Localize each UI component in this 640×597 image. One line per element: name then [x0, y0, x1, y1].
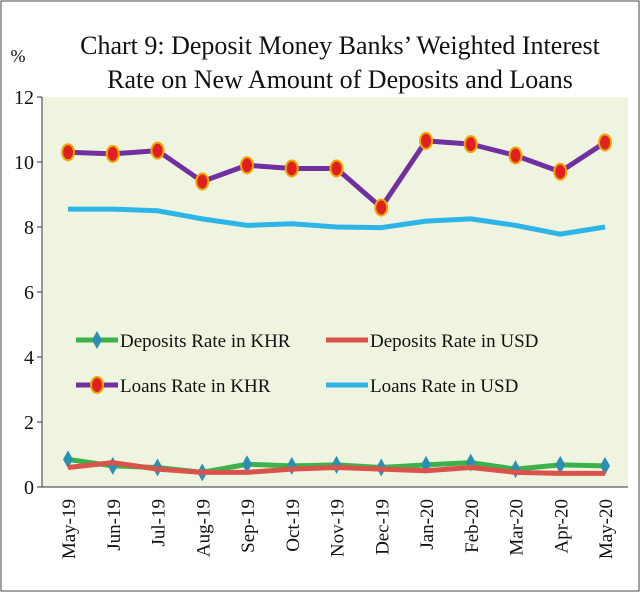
y-tick-label: 8	[24, 217, 34, 239]
chart-title: Rate on New Amount of Deposits and Loans	[107, 65, 573, 94]
y-tick-label: 4	[24, 347, 34, 369]
y-tick-label: 0	[24, 477, 34, 499]
x-tick-label: Nov-19	[328, 499, 349, 557]
data-point	[284, 159, 299, 178]
legend-label: Loans Rate in USD	[370, 376, 518, 397]
legend-marker	[90, 376, 104, 394]
series-line	[67, 460, 605, 476]
legend-label: Deposits Rate in USD	[370, 331, 538, 352]
x-tick-label: Jan-20	[417, 499, 438, 550]
data-point	[63, 450, 73, 469]
data-point	[240, 156, 254, 175]
data-point	[463, 135, 478, 154]
x-tick-label: Jul-19	[149, 499, 170, 547]
x-tick-label: Oct-19	[283, 499, 304, 552]
x-tick-label: Dec-19	[372, 499, 393, 555]
data-point	[598, 133, 612, 152]
plot-area	[42, 97, 628, 487]
data-point	[419, 131, 433, 150]
y-tick-label: 10	[14, 152, 34, 174]
data-point	[242, 455, 252, 474]
data-point	[61, 143, 75, 162]
x-tick-label: May-19	[59, 499, 80, 559]
data-point	[553, 162, 568, 181]
data-point	[329, 159, 344, 178]
y-tick-label: 6	[24, 282, 34, 304]
y-tick-label: 12	[14, 87, 34, 109]
x-tick-label: Mar-20	[507, 499, 528, 556]
data-point	[555, 455, 566, 474]
x-tick-label: May-20	[596, 499, 617, 559]
data-point	[374, 198, 389, 217]
y-axis-label: %	[11, 46, 26, 66]
data-point	[195, 172, 210, 191]
x-tick-label: Apr-20	[551, 499, 572, 554]
x-tick-label: Jun-19	[104, 499, 125, 551]
legend-label: Loans Rate in KHR	[120, 376, 271, 397]
x-tick-label: Feb-20	[462, 499, 483, 553]
x-tick-label: Aug-19	[193, 499, 214, 557]
legend-label: Deposits Rate in KHR	[120, 331, 291, 352]
data-point	[105, 144, 120, 163]
data-point	[600, 456, 610, 475]
chart-title: Chart 9: Deposit Money Banks’ Weighted I…	[80, 31, 601, 60]
legend-marker	[92, 331, 102, 349]
data-point	[508, 146, 523, 165]
x-tick-label: Sep-19	[238, 499, 259, 553]
y-tick-label: 2	[24, 412, 34, 434]
data-point	[150, 141, 165, 160]
series-line	[68, 206, 606, 237]
